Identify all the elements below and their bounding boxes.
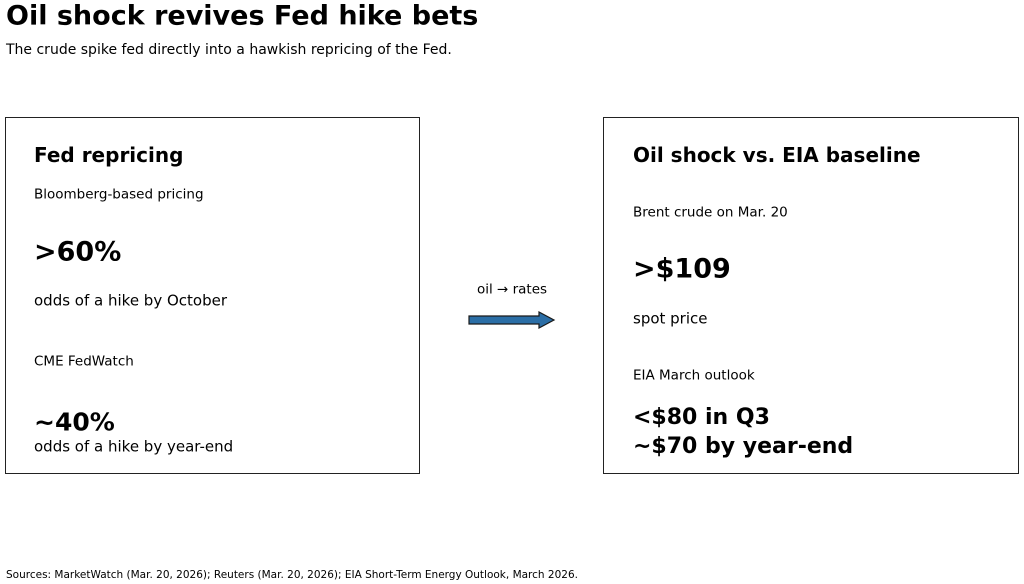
left-desc-2: odds of a hike by year-end (34, 437, 234, 456)
oil-shock-panel (603, 117, 1019, 474)
left-desc-1: odds of a hike by October (34, 291, 228, 310)
page-title: Oil shock revives Fed hike bets (6, 0, 479, 32)
right-source-1: Brent crude on Mar. 20 (633, 204, 788, 221)
left-value-2: ~40% (34, 407, 115, 437)
right-value-2-line-1: <$80 in Q3 (633, 405, 770, 430)
right-arrow-icon (468, 311, 556, 329)
right-value-2-line-2: ~$70 by year-end (633, 434, 854, 459)
right-source-2: EIA March outlook (633, 367, 755, 384)
right-desc-1: spot price (633, 309, 708, 328)
page-subtitle: The crude spike fed directly into a hawk… (6, 42, 452, 58)
connector-label: oil → rates (476, 281, 548, 298)
right-value-1: >$109 (633, 253, 731, 285)
left-source-1: Bloomberg-based pricing (34, 186, 204, 203)
left-source-2: CME FedWatch (34, 353, 134, 370)
sources-footer: Sources: MarketWatch (Mar. 20, 2026); Re… (6, 568, 578, 581)
fed-repricing-panel (5, 117, 420, 474)
right-panel-heading: Oil shock vs. EIA baseline (633, 143, 921, 167)
left-panel-heading: Fed repricing (34, 143, 184, 167)
left-value-1: >60% (34, 236, 122, 268)
